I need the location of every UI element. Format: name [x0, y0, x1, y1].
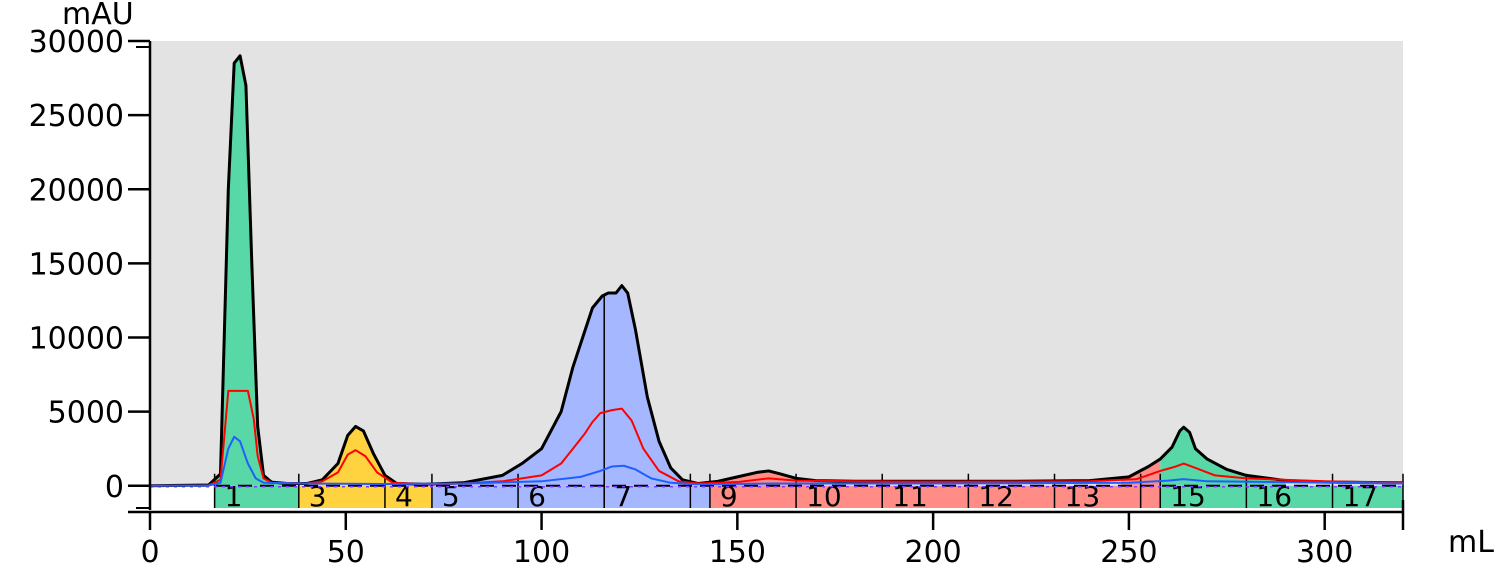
- fraction-bar-16: [1332, 485, 1403, 508]
- fraction-label-1: 1: [225, 480, 243, 513]
- y-tick-label: 20000: [29, 173, 124, 208]
- x-tick-label: 200: [904, 535, 961, 570]
- y-axis-label: mAU: [62, 0, 134, 32]
- fraction-label-7: 7: [614, 480, 632, 513]
- fraction-bar-2: [298, 485, 385, 508]
- series-lines: [149, 54, 1404, 488]
- fraction-label-9: 9: [720, 480, 738, 513]
- fraction-bar-9: [796, 485, 883, 508]
- fraction-label-3: 3: [309, 480, 327, 513]
- fraction-bar-11: [968, 485, 1055, 508]
- fraction-bars: 1 3 4 5 6 7 9 10 11 12 13 15 16 17: [150, 295, 1404, 513]
- y-tick-label: 10000: [29, 322, 124, 357]
- y-tick-label: 0: [105, 470, 124, 505]
- x-tick-label: 300: [1296, 535, 1353, 570]
- x-tick-label: 50: [327, 535, 365, 570]
- fraction-label-6: 6: [528, 480, 546, 513]
- y-tick-label: 30000: [29, 25, 124, 60]
- fraction-bar-8: [709, 485, 797, 508]
- x-tick-label: 150: [709, 535, 766, 570]
- axes: 0 5000 10000 15000 20000 25000 30000 0 50 100 150 2…: [29, 25, 1405, 570]
- peak-fill-0: [214, 55, 291, 486]
- y-tick-label: 5000: [48, 396, 124, 431]
- fraction-bar-0: [214, 485, 299, 508]
- y-tick-label: 25000: [29, 99, 124, 134]
- fraction-bar-4: [431, 485, 519, 508]
- x-tick-label: 250: [1100, 535, 1157, 570]
- fraction-bar-12: [1054, 485, 1141, 508]
- fraction-bar-15: [1246, 485, 1333, 508]
- fraction-bar-5: [518, 485, 605, 508]
- x-tick-label: 0: [140, 535, 159, 570]
- x-axis-label: mL: [1448, 525, 1494, 560]
- peak-fill-2: [424, 287, 699, 486]
- series-line-2: [149, 435, 1404, 487]
- fraction-bar-13: [1140, 485, 1161, 508]
- fraction-bar-6: [604, 485, 691, 508]
- fraction-bar-7: [690, 485, 710, 508]
- x-tick-label: 100: [513, 535, 570, 570]
- plot-background: [150, 41, 1403, 486]
- y-tick-label: 15000: [29, 247, 124, 282]
- fraction-label-5: 5: [442, 480, 460, 513]
- fraction-bar-10: [882, 485, 969, 508]
- fraction-label-4: 4: [395, 480, 413, 513]
- fraction-bar-14: [1160, 485, 1247, 508]
- fraction-bar-3: [384, 485, 432, 508]
